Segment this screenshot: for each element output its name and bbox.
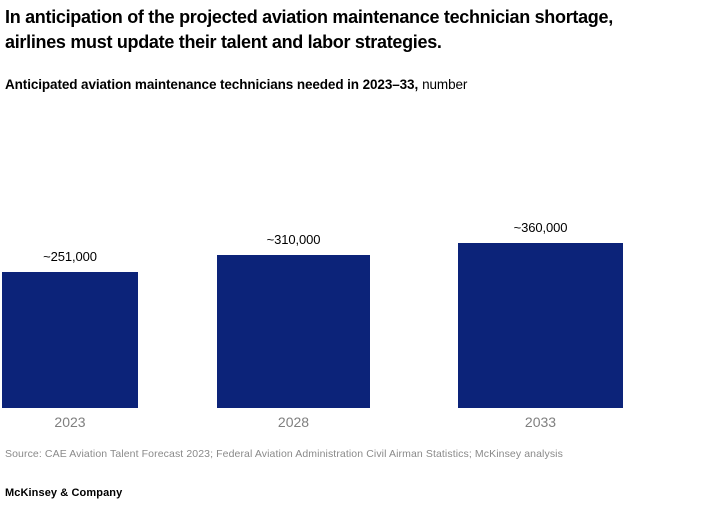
title-line-1: In anticipation of the projected aviatio… [5, 7, 613, 27]
page-title: In anticipation of the projected aviatio… [5, 5, 717, 55]
year-label-2028: 2028 [277, 414, 310, 430]
title-line-2: airlines must update their talent and la… [5, 32, 442, 52]
value-label-2033: ~360,000 [513, 220, 568, 235]
data-square-2023 [2, 272, 138, 408]
mckinsey-wordmark: McKinsey & Company [5, 487, 123, 499]
chart-subtitle-unit: number [422, 77, 468, 92]
chart-subtitle-bold: Anticipated aviation maintenance technic… [5, 77, 419, 92]
source-note: Source: CAE Aviation Talent Forecast 202… [5, 448, 563, 460]
data-square-2028 [217, 255, 370, 408]
year-label-2023: 2023 [54, 414, 86, 430]
value-label-2028: ~310,000 [266, 232, 321, 247]
chart-subtitle: Anticipated aviation maintenance technic… [5, 76, 705, 93]
data-square-2033 [458, 243, 623, 408]
value-label-2023: ~251,000 [43, 249, 97, 264]
year-label-2033: 2033 [524, 414, 557, 430]
chart-column-2033: ~360,000 2033 [458, 220, 623, 431]
chart-column-2028: ~310,000 2028 [217, 232, 370, 431]
chart-column-2023: ~251,000 2023 [2, 249, 138, 431]
